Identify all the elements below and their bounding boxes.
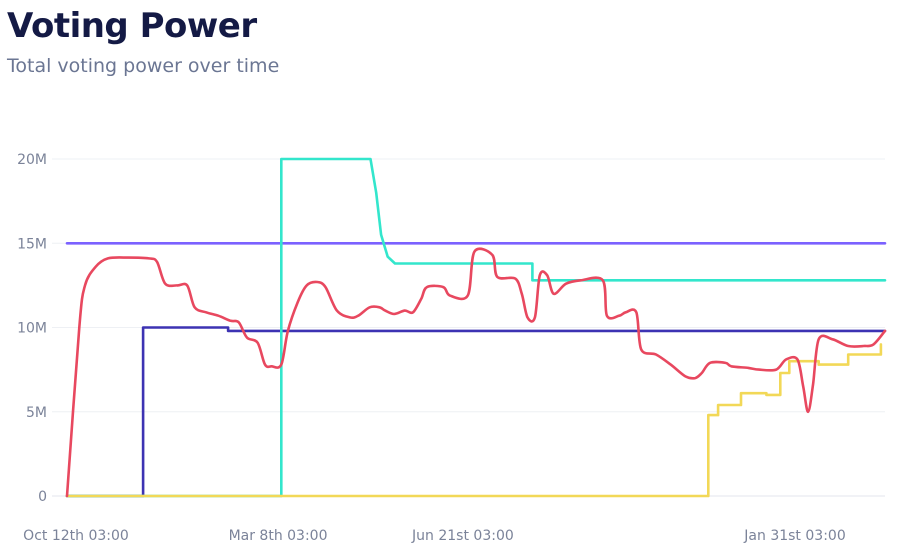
chart-title: Voting Power xyxy=(7,6,257,46)
chart-header: Voting Power Total voting power over tim… xyxy=(7,0,279,78)
x-tick-label: Jan 31st 03:00 xyxy=(743,528,845,544)
series-line-5 xyxy=(65,247,887,498)
y-axis-ticks: 0 5M 10M 15M 20M xyxy=(17,152,47,505)
y-tick-label: 15M xyxy=(17,236,47,252)
y-tick-label: 5M xyxy=(26,405,47,421)
x-tick-label: Mar 8th 03:00 xyxy=(229,528,328,544)
y-tick-label: 0 xyxy=(38,489,47,505)
y-tick-label: 10M xyxy=(17,321,47,337)
series-lines xyxy=(65,157,887,498)
series-line-4 xyxy=(65,343,883,498)
x-axis-ticks: Oct 12th 03:00 Mar 8th 03:00 Jun 21st 03:0… xyxy=(23,528,846,544)
series-line-3 xyxy=(65,157,887,498)
chart-subtitle: Total voting power over time xyxy=(7,55,280,77)
x-tick-label: Oct 12th 03:00 xyxy=(23,528,129,544)
x-tick-label: Jun 21st 03:00 xyxy=(411,528,514,544)
y-tick-label: 20M xyxy=(17,152,47,168)
